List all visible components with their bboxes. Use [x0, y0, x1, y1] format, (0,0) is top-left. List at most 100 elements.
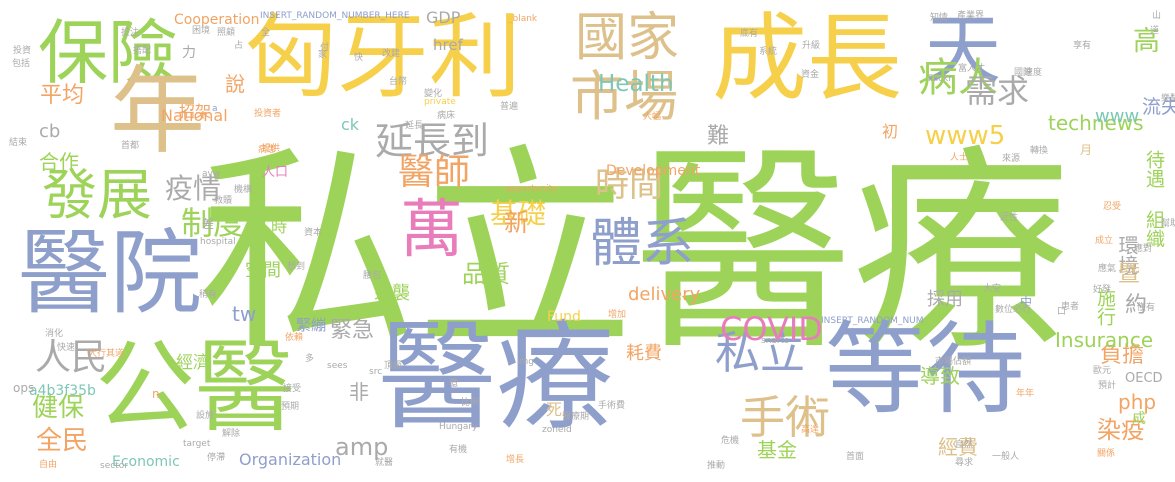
cloud-word: 成立 — [1095, 236, 1114, 246]
cloud-word: 醫療期 — [562, 412, 590, 422]
cloud-word: 力 — [182, 45, 196, 61]
cloud-word: snarts — [761, 336, 789, 346]
cloud-word: 停滯 — [207, 453, 226, 463]
cloud-word: 大行其道 — [88, 349, 125, 359]
cloud-word: 中 — [1020, 295, 1033, 309]
cloud-word: Economic — [112, 454, 180, 470]
cloud-word: 死 — [546, 400, 563, 419]
cloud-word: img — [517, 357, 534, 367]
cloud-word: 天 — [925, 5, 1001, 94]
cloud-word: 來襲 — [374, 283, 410, 304]
cloud-word: a4b3f35b — [29, 383, 96, 399]
cloud-word: 招架 — [179, 102, 212, 121]
cloud-word: 緊急 — [330, 318, 375, 343]
cloud-word: 改建 — [382, 49, 401, 59]
cloud-word: 口 — [1057, 307, 1067, 317]
cloud-word: COVID — [720, 310, 823, 348]
cloud-word: 忍受 — [1103, 202, 1122, 212]
cloud-word: private — [424, 97, 456, 107]
cloud-word: 預計 — [1098, 381, 1117, 391]
cloud-word: 快速 — [57, 343, 76, 353]
cloud-word: 普遍 — [500, 102, 519, 112]
cloud-word: a — [212, 104, 218, 114]
cloud-word: 投資者 — [254, 109, 282, 119]
cloud-word: Cooperation — [174, 12, 260, 28]
cloud-word: 時間 — [595, 165, 663, 205]
cloud-word: 腰包 — [363, 271, 382, 281]
cloud-word: 資金 — [801, 70, 820, 80]
cloud-word: 大空 — [983, 284, 1002, 294]
cloud-word: 病患 — [258, 145, 277, 155]
cloud-word: 體系 — [590, 214, 695, 274]
cloud-word: 導致 — [920, 364, 960, 388]
cloud-word: 尋求 — [955, 458, 974, 468]
cloud-word: 升級 — [802, 41, 821, 51]
cloud-word: hospital — [200, 237, 236, 247]
cloud-word: 成 — [1132, 411, 1146, 427]
cloud-word: 延長到 — [375, 119, 490, 163]
cloud-word: 平均 — [40, 83, 85, 108]
cloud-word: 享有 — [1073, 41, 1092, 51]
cloud-word: avw — [202, 169, 221, 179]
cloud-word: tw — [232, 302, 257, 326]
cloud-word: 多 — [305, 354, 315, 364]
cloud-word: 時 — [271, 217, 288, 236]
cloud-word: n — [152, 387, 160, 401]
cloud-word: Insurance — [1055, 328, 1154, 352]
cloud-word: 高達 — [801, 425, 820, 435]
cloud-word: 就醫 — [375, 458, 394, 468]
cloud-word: cb — [39, 121, 61, 142]
cloud-word: 基金 — [757, 438, 797, 462]
cloud-word: 預期 — [281, 402, 300, 412]
cloud-word: 富人才 — [958, 64, 986, 74]
cloud-word: 全 — [261, 28, 271, 38]
cloud-word: delivery — [628, 284, 701, 305]
cloud-word: Development — [606, 163, 701, 179]
cloud-word: 救贖 — [214, 196, 233, 206]
cloud-word: 數位必行 — [995, 305, 1032, 315]
cloud-word: 病人 — [918, 55, 998, 101]
cloud-word: technews — [1048, 111, 1144, 135]
cloud-word: 組織 — [1143, 210, 1165, 248]
cloud-word: 占 — [234, 41, 244, 51]
cloud-word: zoneid — [542, 425, 572, 435]
cloud-word: 首面 — [846, 452, 865, 462]
cloud-word: 基礎 — [490, 197, 547, 230]
cloud-word: 年 — [110, 57, 206, 167]
cloud-word: www5 — [925, 121, 1006, 151]
cloud-word: 提供 — [262, 144, 281, 154]
cloud-word: 人口 — [262, 165, 289, 180]
cloud-word: 知情 — [930, 13, 949, 23]
cloud-word: 接受 — [283, 384, 302, 394]
cloud-word: National — [161, 106, 228, 125]
cloud-word: 說 — [225, 72, 245, 96]
cloud-word: 億 — [449, 379, 459, 389]
cloud-word: 制度 — [181, 204, 246, 242]
cloud-word: 等待 — [825, 311, 1025, 428]
cloud-word: 全民 — [36, 426, 89, 456]
cloud-word: 投資 — [13, 46, 32, 56]
cloud-word: 資本 — [304, 228, 323, 238]
cloud-word: 機構 — [234, 185, 253, 195]
cloud-word: 投注 — [121, 28, 140, 38]
cloud-word: INSERT_RANDOM_NUM — [821, 316, 924, 326]
cloud-word: 稍有 — [199, 290, 218, 300]
cloud-word: 經費 — [938, 435, 978, 459]
cloud-word: 延長 — [405, 121, 424, 131]
cloud-word: 私立 — [715, 326, 806, 379]
cloud-word: 需求 — [965, 72, 1030, 110]
cloud-word: 快 — [354, 53, 364, 63]
cloud-word: 國家 — [575, 8, 680, 68]
cloud-word: _blank — [508, 14, 538, 24]
cloud-word: Organization — [239, 450, 342, 469]
cloud-word: 付 — [320, 43, 330, 53]
cloud-word: 醫療 — [378, 308, 615, 446]
cloud-word: 一般人 — [992, 452, 1020, 462]
cloud-word: 來源 — [1002, 154, 1021, 164]
cloud-word: target — [183, 439, 211, 449]
cloud-word: src — [369, 367, 383, 377]
cloud-word: 約 — [1125, 293, 1148, 318]
cloud-word: 高 — [1133, 26, 1160, 57]
cloud-word: 僅有 — [1137, 303, 1156, 313]
cloud-word: 負擔 — [1100, 343, 1145, 368]
